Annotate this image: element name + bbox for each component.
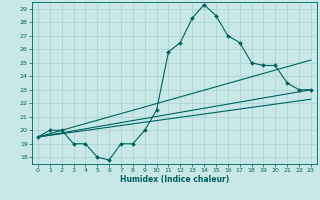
X-axis label: Humidex (Indice chaleur): Humidex (Indice chaleur) [120, 175, 229, 184]
